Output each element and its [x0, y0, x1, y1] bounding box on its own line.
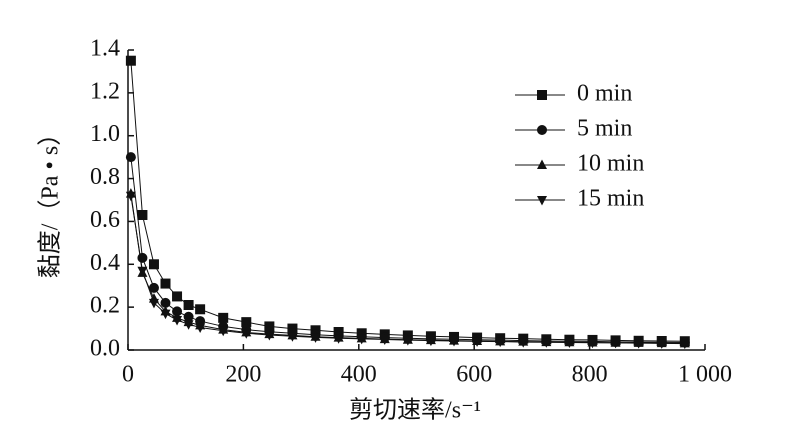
y-tick-label: 0.0 [90, 336, 120, 362]
marker [264, 331, 275, 341]
marker [264, 321, 275, 332]
x-tick-label: 1 000 [678, 362, 732, 388]
marker [541, 338, 552, 348]
marker [125, 152, 136, 163]
marker [160, 278, 171, 289]
legend-marker [537, 159, 547, 169]
legend-label: 0 min [577, 81, 632, 107]
marker [518, 338, 529, 348]
marker [356, 334, 367, 345]
marker [183, 300, 194, 310]
marker [610, 338, 621, 349]
marker [125, 191, 136, 202]
marker [160, 297, 171, 308]
y-axis-label: 黏度/（Pa • s） [37, 122, 64, 278]
series-line [130, 193, 685, 344]
marker [449, 337, 460, 347]
series-line [130, 195, 685, 345]
marker [218, 326, 229, 337]
marker [402, 336, 413, 346]
marker [472, 337, 483, 347]
y-tick-label: 1.4 [90, 36, 120, 62]
marker [379, 335, 390, 345]
y-tick-label: 0.8 [90, 164, 120, 190]
marker [310, 333, 321, 343]
marker [425, 336, 436, 347]
marker [495, 337, 506, 348]
marker [137, 266, 148, 277]
x-tick-label: 800 [572, 362, 608, 388]
series-line [130, 157, 685, 343]
x-tick-label: 400 [341, 362, 377, 388]
marker [218, 312, 229, 323]
legend-marker [537, 125, 547, 135]
marker [241, 317, 252, 328]
y-tick-label: 0.2 [90, 293, 120, 319]
marker [633, 339, 644, 349]
marker [587, 338, 598, 349]
x-tick-label: 600 [456, 362, 492, 388]
marker [148, 259, 159, 270]
marker [125, 55, 136, 66]
marker [172, 291, 183, 302]
legend-marker [537, 90, 547, 100]
marker [137, 210, 148, 220]
marker [172, 306, 183, 317]
marker [195, 304, 206, 315]
legend-label: 15 min [577, 186, 644, 212]
legend-marker [537, 196, 547, 206]
marker [137, 252, 148, 263]
marker [241, 329, 252, 339]
y-tick-label: 1.2 [90, 78, 120, 104]
y-tick-label: 1.0 [90, 121, 120, 147]
marker [172, 316, 183, 326]
marker [148, 282, 159, 293]
marker [564, 338, 575, 348]
marker [195, 323, 206, 333]
x-tick-label: 200 [225, 362, 261, 388]
marker [656, 339, 667, 349]
legend-label: 10 min [577, 151, 644, 177]
marker [679, 339, 690, 350]
marker [160, 309, 171, 320]
x-axis-label: 剪切速率/s⁻¹ [349, 397, 481, 424]
marker [183, 320, 194, 330]
series-line [130, 60, 685, 342]
marker [148, 298, 159, 309]
legend-label: 5 min [577, 116, 632, 142]
y-tick-label: 0.4 [90, 250, 120, 276]
x-tick-label: 0 [122, 362, 134, 388]
marker [333, 334, 344, 344]
y-tick-label: 0.6 [90, 207, 120, 233]
marker [287, 332, 298, 342]
